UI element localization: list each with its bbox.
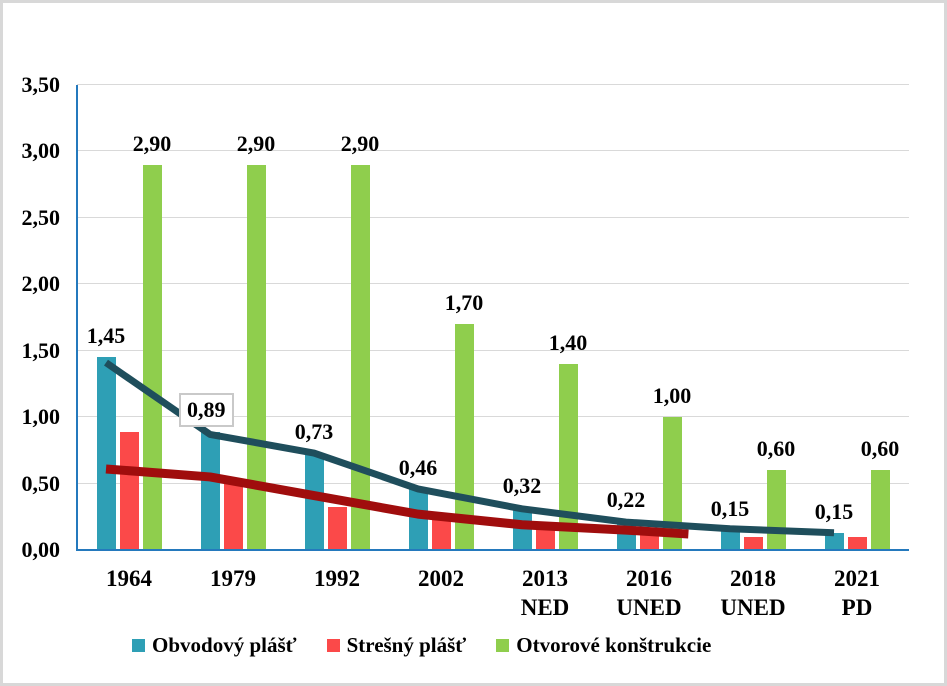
legend-swatch-icon (326, 638, 340, 652)
data-label-obvodovy-plast: 0,15 (814, 498, 854, 524)
bar-obvodovy-plast (96, 357, 116, 550)
y-axis-tick-label: 3,00 (21, 138, 61, 164)
data-label-otvorove-konstrukcie: 1,40 (548, 330, 588, 355)
gridline (77, 283, 909, 285)
legend-swatch-icon (132, 638, 145, 652)
bar-stresny-plast (535, 524, 555, 550)
data-label-obvodovy-plast: 0,46 (398, 454, 438, 480)
data-label-obvodovy-plast: 0,22 (606, 486, 646, 512)
bar-obvodovy-plast (616, 520, 636, 550)
data-label-otvorove-konstrukcie: 2,90 (340, 130, 380, 156)
gridline (77, 349, 909, 351)
bar-otvorove-konstrukcie (870, 470, 890, 550)
data-label-obvodovy-plast-boxed: 0,89 (179, 392, 234, 427)
legend: Obvodový plášť Strešný plášť Otvorové konš… (132, 632, 711, 658)
bar-stresny-plast (223, 483, 243, 550)
legend-label: Obvodový plášť (152, 633, 297, 657)
x-axis-label: 1964 (106, 566, 152, 591)
x-axis-line (76, 549, 909, 551)
x-axis-label: 2018 UNED (720, 566, 786, 620)
legend-item-stresny-plast: Strešný plášť (326, 632, 467, 658)
bar-obvodovy-plast (304, 453, 324, 550)
bar-stresny-plast (119, 431, 139, 550)
legend-item-obvodovy-plast: Obvodový plášť (132, 632, 297, 658)
x-axis-label: 1979 (210, 566, 256, 591)
data-label-otvorove-konstrukcie: 2,90 (236, 130, 276, 156)
gridline (77, 150, 909, 152)
legend-label: Strešný plášť (346, 633, 467, 657)
x-axis-label: 2021 PD (834, 566, 880, 620)
y-axis-tick-label: 1,00 (21, 404, 61, 430)
data-label-obvodovy-plast: 1,45 (86, 323, 126, 349)
bar-stresny-plast (431, 512, 451, 550)
data-label-otvorove-konstrukcie: 0,60 (860, 436, 900, 462)
bar-obvodovy-plast (720, 530, 740, 550)
bar-otvorove-konstrukcie (142, 164, 162, 550)
data-label-obvodovy-plast: 0,73 (294, 419, 334, 444)
y-axis-tick-label: 2,00 (21, 271, 61, 297)
data-label-obvodovy-plast: 0,15 (710, 496, 750, 522)
bar-stresny-plast (847, 536, 867, 550)
bar-otvorove-konstrukcie (454, 324, 474, 550)
y-axis-line (76, 85, 78, 550)
bar-obvodovy-plast (408, 488, 428, 550)
bar-stresny-plast (743, 536, 763, 550)
data-label-otvorove-konstrukcie: 2,90 (132, 130, 172, 156)
y-axis-tick-label: 3,50 (21, 72, 61, 97)
y-axis-tick-label: 0,50 (21, 470, 61, 496)
bar-obvodovy-plast (512, 507, 532, 550)
data-label-otvorove-konstrukcie: 0,60 (756, 436, 796, 462)
bar-stresny-plast (639, 531, 659, 550)
legend-item-otvorove-konstrukcie: Otvorové konštrukcie (496, 632, 711, 658)
y-axis-tick-label: 2,50 (21, 204, 61, 230)
x-axis-label: 2002 (418, 566, 464, 591)
gridline (77, 84, 909, 85)
bar-otvorove-konstrukcie (246, 164, 266, 550)
y-axis-tick-label: 1,50 (21, 337, 61, 363)
x-axis-label: 2016 UNED (616, 566, 682, 620)
gridline (77, 216, 909, 218)
bar-stresny-plast (327, 507, 347, 550)
y-axis-tick-label: 0,00 (21, 537, 61, 562)
legend-swatch-icon (496, 638, 510, 652)
bar-obvodovy-plast (200, 431, 220, 550)
legend-label: Otvorové konštrukcie (516, 633, 712, 657)
x-axis-label: 1992 (314, 566, 360, 591)
bar-otvorove-konstrukcie (766, 470, 786, 550)
data-label-obvodovy-plast: 0,32 (502, 473, 542, 499)
data-label-otvorove-konstrukcie: 1,70 (444, 290, 484, 316)
data-label-otvorove-konstrukcie: 1,00 (652, 383, 692, 409)
bar-obvodovy-plast (824, 532, 844, 550)
bar-otvorove-konstrukcie (662, 417, 682, 550)
x-axis-label: 2013 NED (520, 566, 570, 620)
bar-otvorove-konstrukcie (558, 364, 578, 550)
bar-otvorove-konstrukcie (350, 164, 370, 550)
